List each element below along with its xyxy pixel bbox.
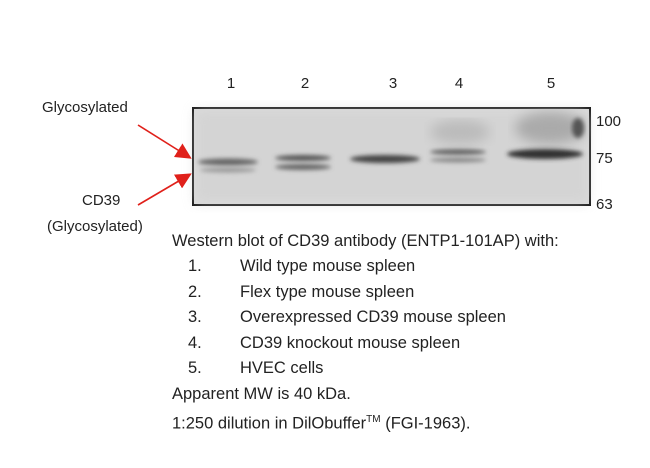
arrow-label: (Glycosylated)	[47, 218, 143, 235]
item-number: 3.	[188, 308, 202, 326]
lane-label: 4	[455, 75, 463, 92]
arrow	[137, 124, 192, 159]
caption-title: Western blot of CD39 antibody (ENTP1-101…	[172, 232, 559, 250]
marker-label: 75	[596, 150, 613, 167]
item-text: Wild type mouse spleen	[240, 257, 416, 275]
item-number: 2.	[188, 282, 202, 301]
marker-label: 100	[596, 113, 621, 130]
bands	[195, 110, 588, 203]
item-text: HVEC cells	[240, 359, 324, 377]
dilution-suffix: (FGI-1963).	[380, 414, 471, 433]
item-number: 4.	[188, 333, 202, 352]
lane-label: 2	[301, 75, 309, 92]
item-text: Flex type mouse spleen	[240, 282, 415, 301]
caption-dilution: 1:250 dilution in DilObufferTM (FGI-1963…	[172, 410, 470, 434]
item-text: CD39 knockout mouse spleen	[240, 333, 461, 352]
marker-label: 63	[596, 196, 613, 213]
item-number: 1.	[188, 257, 202, 275]
lane-label: 3	[389, 75, 397, 92]
trademark: TM	[366, 414, 381, 425]
lane-label: 5	[547, 75, 555, 92]
item-number: 5.	[188, 359, 202, 377]
arrow-label: Glycosylated	[42, 99, 128, 116]
item-text: Overexpressed CD39 mouse spleen	[240, 308, 506, 326]
arrow-label: CD39	[82, 192, 120, 209]
caption-mw: Apparent MW is 40 kDa.	[172, 385, 351, 403]
arrow	[137, 173, 192, 206]
lane-label: 1	[227, 75, 235, 92]
dilution-text: 1:250 dilution in DilObuffer	[172, 414, 367, 433]
